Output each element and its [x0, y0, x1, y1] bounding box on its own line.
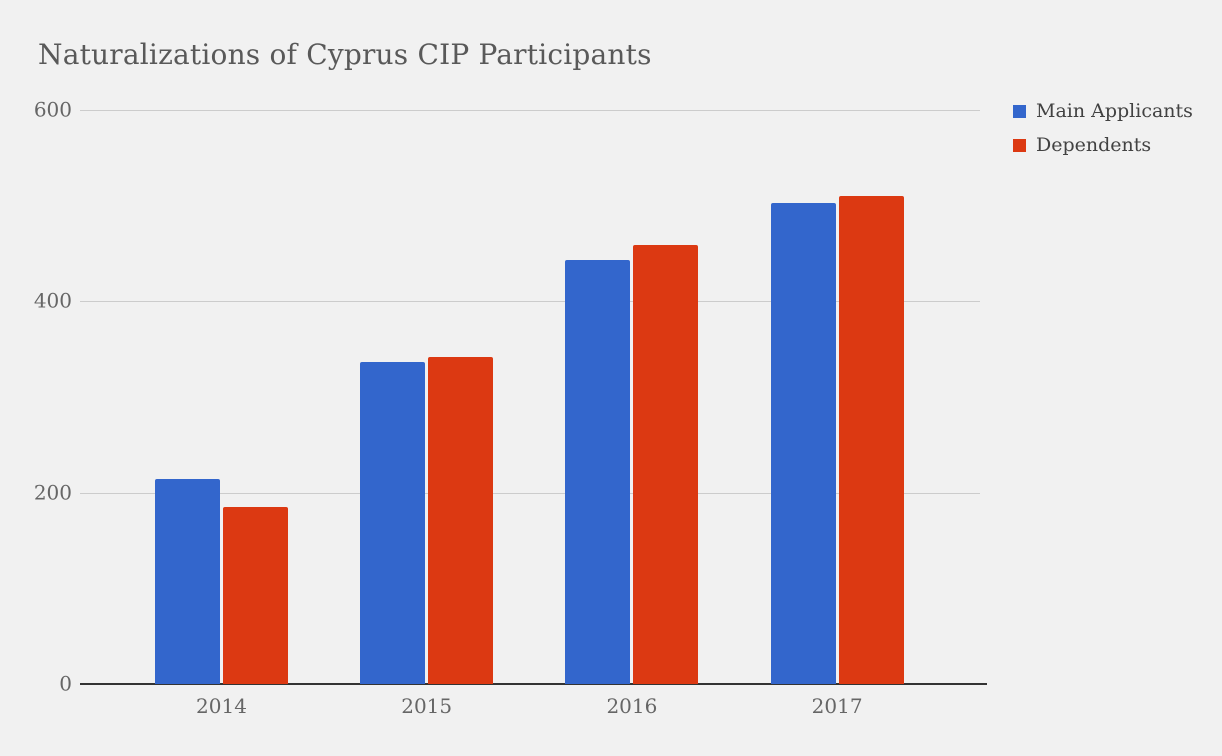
bar-dependents-2017[interactable]: [838, 196, 904, 684]
gridline-600: [80, 110, 980, 111]
x-axis-line: [80, 683, 987, 685]
bar-dependents-2015[interactable]: [428, 356, 494, 684]
chart-title: Naturalizations of Cyprus CIP Participan…: [38, 38, 652, 71]
y-tick-label-600: 600: [33, 97, 72, 122]
legend-item-dependents: Dependents: [1013, 135, 1193, 156]
legend-swatch-main-applicants-icon: [1013, 105, 1026, 118]
bar-dependents-2014[interactable]: [223, 507, 288, 684]
bar-main-applicants-2016[interactable]: [565, 260, 631, 684]
bar-main-applicants-2017[interactable]: [770, 202, 836, 684]
legend-label-dependents: Dependents: [1036, 134, 1152, 156]
gridline-200: [80, 492, 980, 494]
bar-dependents-2016[interactable]: [633, 244, 699, 684]
x-tick-label-2015: 2015: [401, 694, 453, 718]
y-tick-label-0: 0: [59, 671, 72, 696]
gridline-400: [80, 301, 980, 303]
legend-swatch-dependents-icon: [1013, 139, 1026, 152]
chart-legend: Main Applicants Dependents: [1013, 101, 1193, 169]
x-tick-label-2017: 2017: [811, 694, 863, 718]
bar-main-applicants-2015[interactable]: [360, 361, 426, 684]
x-tick-label-2016: 2016: [606, 694, 658, 718]
legend-label-main-applicants: Main Applicants: [1036, 100, 1193, 122]
y-tick-label-400: 400: [33, 288, 72, 313]
bar-main-applicants-2014[interactable]: [155, 479, 220, 684]
legend-item-main-applicants: Main Applicants: [1013, 101, 1193, 122]
x-tick-label-2014: 2014: [196, 694, 247, 718]
y-tick-label-200: 200: [33, 480, 72, 505]
